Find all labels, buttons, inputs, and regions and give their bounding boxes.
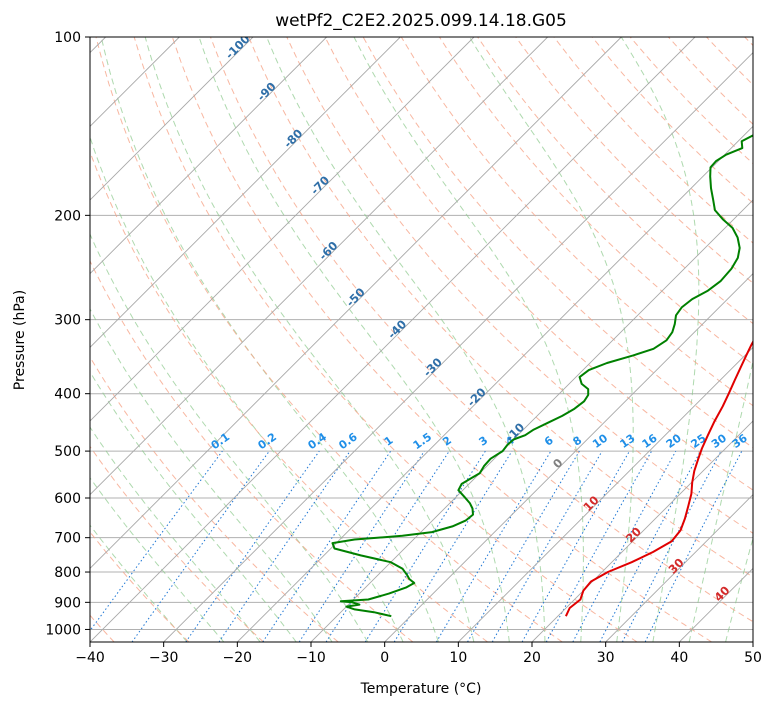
x-axis-label: Temperature (°C) — [360, 681, 482, 697]
y-tick-label: 600 — [54, 491, 81, 507]
y-tick-label: 200 — [54, 208, 81, 224]
y-tick-label: 800 — [54, 565, 81, 581]
y-tick-label: 700 — [54, 531, 81, 547]
y-tick-label: 900 — [54, 595, 81, 611]
x-tick-label: 50 — [744, 650, 762, 666]
y-tick-label: 500 — [54, 444, 81, 460]
x-tick-label: −10 — [296, 650, 326, 666]
x-tick-label: 20 — [523, 650, 541, 666]
x-tick-label: −40 — [75, 650, 105, 666]
x-tick-label: −20 — [223, 650, 253, 666]
x-tick-label: 30 — [597, 650, 615, 666]
x-tick-label: 40 — [670, 650, 688, 666]
y-tick-label: 400 — [54, 387, 81, 403]
x-tick-label: 10 — [449, 650, 467, 666]
y-tick-label: 100 — [54, 30, 81, 46]
y-tick-label: 1000 — [45, 622, 81, 638]
x-tick-label: 0 — [380, 650, 389, 666]
y-tick-label: 300 — [54, 313, 81, 329]
chart-title: wetPf2_C2E2.2025.099.14.18.G05 — [275, 11, 567, 31]
y-axis-label: Pressure (hPa) — [12, 290, 28, 390]
x-tick-label: −30 — [149, 650, 179, 666]
